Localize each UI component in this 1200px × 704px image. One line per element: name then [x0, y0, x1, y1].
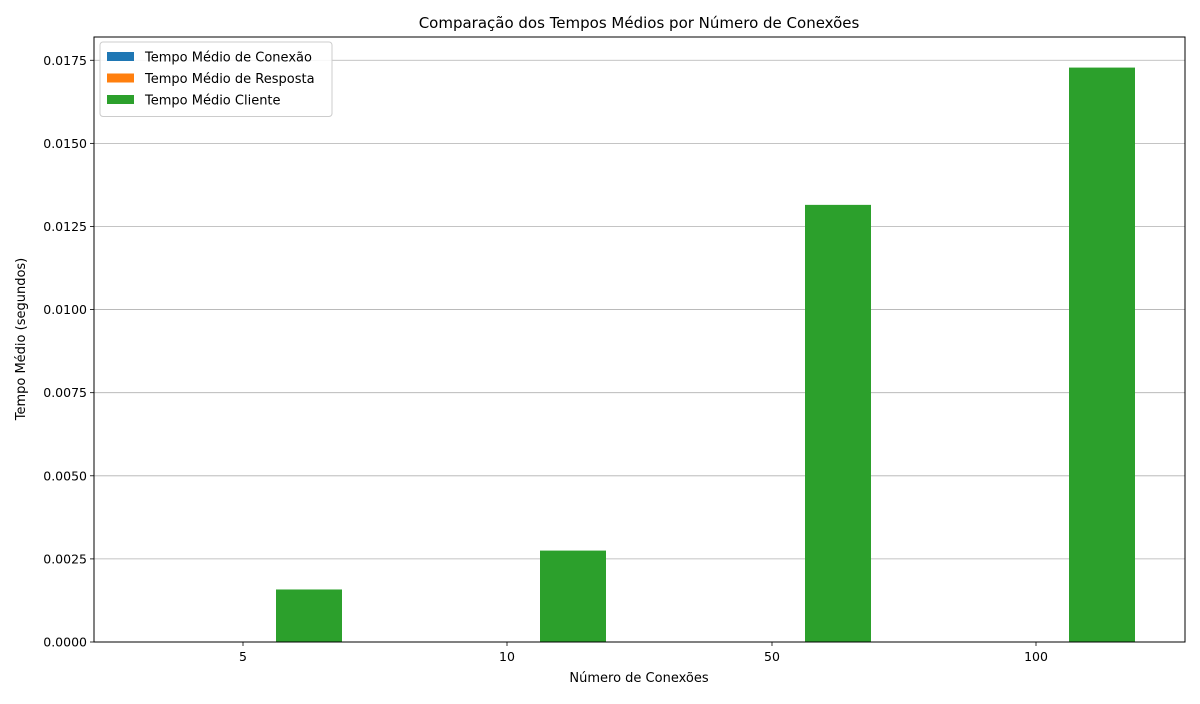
legend-swatch: [107, 95, 134, 104]
bars: [276, 67, 1135, 643]
bar-3-100: [1069, 67, 1135, 643]
x-tick-label: 100: [1024, 649, 1048, 664]
y-tick-label: 0.0000: [43, 635, 87, 650]
legend-label: Tempo Médio de Conexão: [144, 51, 312, 66]
grid-lines: [94, 59, 1185, 643]
chart-title: Comparação dos Tempos Médios por Número …: [419, 14, 860, 32]
x-tick-label: 50: [764, 649, 780, 664]
y-tick-label: 0.0125: [43, 219, 87, 234]
y-tick-label: 0.0150: [43, 136, 87, 151]
legend: Tempo Médio de Conexão Tempo Médio de Res…: [99, 41, 333, 117]
bar-3-50: [805, 204, 871, 642]
x-tick-label: 10: [499, 649, 515, 664]
y-axis-ticks: 0.0000 0.0025 0.0050 0.0075 0.0100 0.0125 0.01…: [43, 53, 94, 650]
x-axis-ticks: 5 10 50 100: [239, 642, 1048, 664]
legend-label: Tempo Médio Cliente: [144, 94, 281, 109]
x-axis-label: Número de Conexões: [569, 671, 708, 686]
y-tick-label: 0.0100: [43, 302, 87, 317]
y-tick-label: 0.0075: [43, 385, 87, 400]
plot-frame: [93, 36, 1186, 643]
bar-3-10: [540, 550, 606, 642]
legend-swatch: [107, 52, 134, 61]
y-tick-label: 0.0025: [43, 551, 87, 566]
legend-swatch: [107, 73, 134, 83]
y-axis-label: Tempo Médio (segundos): [14, 258, 29, 422]
bar-3-5: [276, 589, 342, 642]
y-tick-label: 0.0050: [43, 468, 87, 483]
x-tick-label: 5: [239, 649, 247, 664]
legend-label: Tempo Médio de Resposta: [144, 72, 315, 87]
y-tick-label: 0.0175: [43, 53, 87, 68]
legend-box: [99, 41, 333, 117]
